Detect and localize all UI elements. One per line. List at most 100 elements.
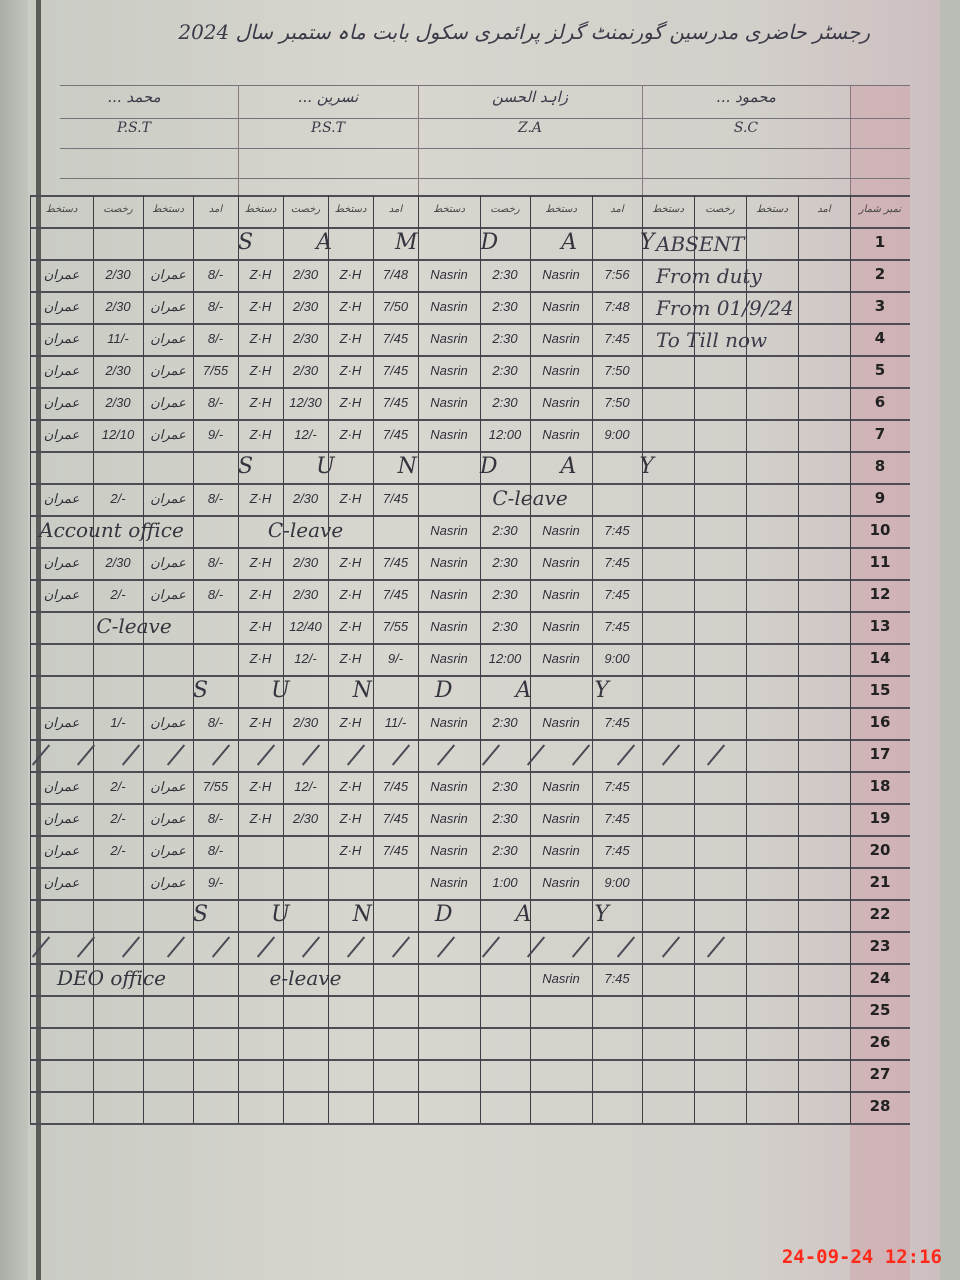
attendance-cell: عمران	[150, 715, 186, 730]
grid-row-line	[30, 1091, 910, 1093]
attendance-cell: Z·H	[339, 427, 362, 442]
row-number: 1	[874, 233, 886, 251]
grid-row-line	[30, 547, 910, 549]
grid-row-line	[30, 483, 910, 485]
row-number: 25	[869, 1001, 891, 1019]
attendance-cell: Nasrin	[430, 523, 468, 538]
row-number: 20	[869, 841, 891, 859]
attendance-cell: 2:30	[492, 395, 518, 410]
attendance-cell: 7/45	[382, 779, 409, 794]
attendance-cell: Nasrin	[430, 587, 468, 602]
attendance-cell: Nasrin	[430, 651, 468, 666]
column-header: دستخط	[545, 204, 577, 215]
attendance-cell: عمران	[43, 299, 80, 314]
grid-row-line	[30, 259, 910, 261]
attendance-cell: عمران	[43, 363, 80, 378]
attendance-cell: 7/45	[382, 395, 409, 410]
attendance-cell: 12/-	[294, 779, 317, 794]
attendance-cell: 7/45	[382, 811, 409, 826]
attendance-cell: 2/30	[105, 267, 131, 282]
grid-row-line	[30, 355, 910, 357]
grid-row-line	[30, 579, 910, 581]
teacher-name: زاہد الحسن	[491, 88, 569, 106]
attendance-cell: Z·H	[249, 651, 272, 666]
attendance-cell: Nasrin	[542, 267, 580, 282]
attendance-cell: عمران	[43, 555, 80, 570]
row-number: 7	[874, 425, 886, 443]
attendance-cell: Nasrin	[430, 715, 468, 730]
attendance-cell: Nasrin	[430, 843, 468, 858]
attendance-cell: Z·H	[249, 555, 272, 570]
attendance-cell: 2/30	[292, 331, 319, 346]
attendance-cell: 2/30	[105, 363, 131, 378]
absent-note-line: From duty	[656, 264, 762, 288]
row-number: 24	[869, 969, 891, 987]
grid-column-line	[694, 195, 695, 1123]
row-number: 10	[869, 521, 891, 539]
attendance-cell: 11/-	[384, 715, 407, 730]
leave-note: C-leave	[492, 486, 568, 510]
teacher-name: محمد ...	[107, 88, 161, 106]
row-number: 14	[869, 649, 891, 667]
grid-column-line	[798, 195, 799, 1123]
register-title: رجسٹر حاضری مدرسین گورنمنٹ گرلز پرائمری …	[178, 20, 870, 44]
grid-row-line	[30, 611, 910, 613]
attendance-cell: Z·H	[249, 427, 272, 442]
attendance-cell: 2/-	[110, 779, 126, 794]
grid-column-line	[193, 195, 194, 1123]
header-rule	[60, 148, 910, 149]
holiday-label: S U N D A Y	[193, 902, 637, 927]
row-number: 28	[869, 1097, 891, 1115]
attendance-cell: 7/45	[382, 331, 409, 346]
holiday-label: S U N D A Y	[193, 678, 637, 703]
attendance-cell: 2/30	[292, 363, 319, 378]
attendance-cell: 2:30	[492, 811, 518, 826]
attendance-cell: Nasrin	[430, 619, 468, 634]
column-header: رخصت	[490, 204, 520, 215]
attendance-cell: Z·H	[339, 555, 362, 570]
row-number: 16	[869, 713, 891, 731]
attendance-cell: Z·H	[249, 811, 272, 826]
row-number: 23	[869, 937, 891, 955]
teacher-divider	[238, 85, 239, 195]
page-margin-line	[36, 0, 41, 1280]
attendance-cell: 2:30	[492, 619, 518, 634]
attendance-cell: Nasrin	[430, 875, 468, 890]
grid-row-line	[30, 419, 910, 421]
attendance-cell: Nasrin	[542, 555, 580, 570]
grid-row-line	[30, 643, 910, 645]
column-header: دستخط	[652, 204, 684, 215]
attendance-cell: Nasrin	[542, 875, 580, 890]
attendance-cell: 9/-	[207, 875, 224, 890]
attendance-cell: 2/30	[292, 811, 319, 826]
row-number: 13	[869, 617, 891, 635]
attendance-cell: Z·H	[339, 619, 362, 634]
grid-row-line	[30, 1123, 910, 1125]
attendance-cell: 9:00	[604, 875, 630, 890]
attendance-cell: 7:56	[604, 267, 630, 282]
attendance-cell: 8/-	[207, 811, 224, 826]
attendance-cell: 12/10	[101, 427, 135, 442]
header-rule	[60, 85, 910, 86]
attendance-cell: Z·H	[339, 331, 362, 346]
row-number: 18	[869, 777, 891, 795]
attendance-cell: 2:30	[492, 523, 518, 538]
column-header: آمد	[388, 204, 403, 215]
row-number: 3	[874, 297, 886, 315]
attendance-cell: 7/50	[382, 299, 409, 314]
column-header: آمد	[817, 204, 831, 215]
grid-column-line	[283, 195, 284, 1123]
teacher-name: محمود ...	[716, 88, 776, 106]
attendance-cell: 2/30	[292, 715, 319, 730]
row-number: 21	[869, 873, 891, 891]
row-number: 9	[874, 489, 886, 507]
attendance-cell: 12/40	[289, 619, 322, 634]
attendance-cell: عمران	[150, 811, 186, 826]
grid-column-line	[238, 195, 239, 1123]
row-number: 5	[874, 361, 886, 379]
holiday-label: S U N D A Y	[238, 454, 682, 479]
attendance-cell: عمران	[43, 267, 80, 282]
attendance-cell: Z·H	[339, 299, 362, 314]
attendance-cell: Nasrin	[542, 299, 580, 314]
row-number: 2	[874, 265, 886, 283]
